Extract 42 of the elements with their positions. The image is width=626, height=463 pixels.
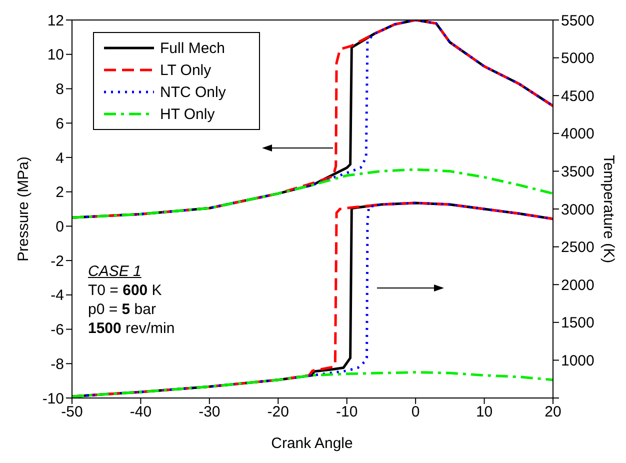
- x-tick-label: 10: [476, 404, 493, 421]
- y2-axis-title: Temperature (K): [600, 154, 617, 264]
- y-tick-label: 2: [56, 184, 64, 202]
- y2-tick-label: 1000: [561, 352, 594, 370]
- annotation: p0 = 5 bar: [88, 301, 156, 318]
- legend-label: HT Only: [160, 106, 215, 122]
- x-tick-label: -10: [336, 404, 358, 421]
- y2-tick-label: 3000: [561, 201, 594, 218]
- y2-tick-label: 5500: [561, 12, 594, 30]
- x-tick-label: -30: [198, 404, 220, 421]
- y-tick-label: 10: [47, 46, 64, 64]
- y-tick-label: 8: [56, 81, 64, 98]
- annotation: T0 = 600 K: [88, 282, 162, 299]
- x-tick-label: 0: [411, 404, 420, 421]
- line-series: [72, 168, 553, 219]
- annotation: 1500 rev/min: [88, 320, 175, 337]
- y-tick-label: -2: [50, 252, 64, 270]
- legend-label: LT Only: [160, 62, 212, 78]
- y-tick-label: 4: [56, 150, 64, 167]
- y2-tick-label: 3500: [561, 164, 594, 181]
- x-tick-label: -50: [61, 404, 83, 421]
- y2-tick-label: 1500: [561, 314, 594, 332]
- y2-tick-label: 4000: [561, 126, 594, 143]
- annotation: CASE 1: [88, 262, 142, 281]
- y2-tick-label: 2000: [561, 276, 594, 294]
- y-axis-title: Pressure (MPa): [15, 156, 32, 262]
- y-tick-label: -6: [50, 322, 64, 339]
- y2-tick-label: 5000: [561, 50, 594, 68]
- y-tick-label: -4: [50, 287, 64, 304]
- y-tick-label: 0: [56, 218, 64, 236]
- y-tick-label: -8: [50, 356, 64, 373]
- x-tick-label: -20: [267, 404, 289, 421]
- x-tick-label: 20: [544, 404, 562, 421]
- x-axis-title: Crank Angle: [271, 435, 353, 452]
- legend-label: Full Mech: [160, 40, 226, 56]
- y-tick-label: 12: [47, 12, 64, 30]
- x-tick-label: -40: [130, 404, 152, 421]
- legend-label: NTC Only: [160, 84, 226, 100]
- y-tick-label: -10: [42, 390, 64, 408]
- y-tick-label: 6: [56, 115, 64, 132]
- y2-tick-label: 4500: [561, 88, 594, 105]
- y2-tick-label: 2500: [561, 239, 594, 256]
